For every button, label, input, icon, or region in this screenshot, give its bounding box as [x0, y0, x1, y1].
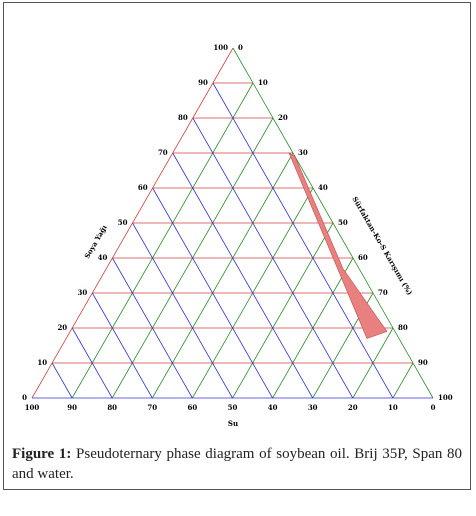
- left-tick-label: 50: [118, 218, 128, 227]
- bottom-axis-title: Su: [228, 419, 238, 428]
- bottom-tick-label: 90: [67, 403, 77, 412]
- water-grid-line: [112, 257, 193, 399]
- left-tick-label: 100: [213, 43, 228, 52]
- microemulsion-region: [288, 152, 388, 339]
- left-tick-label: 80: [178, 113, 188, 122]
- bottom-tick-label: 30: [308, 403, 318, 412]
- left-tick-label: 10: [37, 358, 47, 367]
- right-tick-label: 100: [438, 393, 453, 402]
- caption: Figure 1: Pseudoternary phase diagram of…: [12, 444, 462, 484]
- right-axis-title: Sürfaktan-Ko-S Karışımı (%): [350, 195, 414, 297]
- right-tick-label: 50: [338, 218, 348, 227]
- bottom-tick-label: 20: [348, 403, 358, 412]
- right-tick-label: 60: [358, 253, 368, 262]
- bottom-tick-label: 80: [107, 403, 117, 412]
- surfactant-grid-line: [232, 222, 334, 399]
- bottom-tick-label: 0: [431, 403, 436, 412]
- water-grid-line: [152, 187, 273, 399]
- left-tick-label: 70: [158, 148, 168, 157]
- caption-label: Figure 1:: [12, 446, 72, 462]
- ternary-chart: Soya Yağı Sürfaktan-Ko-S Karışımı (%) Su…: [22, 43, 453, 428]
- right-tick-label: 40: [318, 183, 328, 192]
- right-tick-label: 0: [238, 43, 243, 52]
- water-grid-line: [91, 292, 153, 399]
- left-tick-label: 0: [22, 393, 27, 402]
- water-grid-line: [212, 82, 394, 399]
- water-grid-line: [172, 152, 314, 399]
- surfactant-grid-line: [71, 82, 254, 399]
- water-grid-line: [51, 362, 73, 399]
- right-tick-label: 20: [278, 113, 288, 122]
- caption-text: Pseudoternary phase diagram of soybean o…: [12, 446, 463, 482]
- water-grid-line: [132, 222, 233, 399]
- left-tick-label: 40: [98, 253, 108, 262]
- bottom-tick-label: 40: [268, 403, 278, 412]
- bottom-tick-label: 100: [25, 403, 40, 412]
- right-edge: [232, 47, 434, 399]
- left-edge: [31, 47, 234, 399]
- right-tick-label: 90: [418, 358, 428, 367]
- bottom-tick-label: 10: [388, 403, 398, 412]
- left-tick-label: 60: [138, 183, 148, 192]
- left-tick-label: 20: [57, 323, 67, 332]
- right-tick-label: 70: [378, 288, 388, 297]
- figure-frame: [3, 2, 471, 490]
- right-tick-label: 80: [398, 323, 408, 332]
- right-tick-label: 10: [258, 78, 268, 87]
- left-tick-label: 30: [78, 288, 88, 297]
- bottom-tick-label: 60: [188, 403, 198, 412]
- bottom-tick-label: 70: [147, 403, 157, 412]
- water-grid-line: [192, 117, 354, 399]
- right-tick-label: 30: [298, 148, 308, 157]
- water-grid-line: [71, 327, 113, 399]
- bottom-tick-label: 50: [228, 403, 238, 412]
- left-tick-label: 90: [198, 78, 208, 87]
- surfactant-grid-line: [392, 362, 414, 399]
- surfactant-grid-line: [151, 152, 294, 399]
